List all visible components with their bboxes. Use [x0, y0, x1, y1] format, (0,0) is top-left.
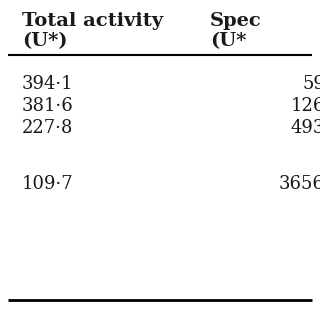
Text: 493: 493 [291, 119, 320, 137]
Text: 394·1: 394·1 [22, 75, 74, 93]
Text: (U*: (U* [210, 32, 246, 50]
Text: Total activity: Total activity [22, 12, 163, 30]
Text: 59: 59 [302, 75, 320, 93]
Text: 381·6: 381·6 [22, 97, 74, 115]
Text: 3656: 3656 [279, 175, 320, 193]
Text: 227·8: 227·8 [22, 119, 73, 137]
Text: 109·7: 109·7 [22, 175, 74, 193]
Text: (U*): (U*) [22, 32, 68, 50]
Text: 126: 126 [291, 97, 320, 115]
Text: Spec: Spec [210, 12, 262, 30]
